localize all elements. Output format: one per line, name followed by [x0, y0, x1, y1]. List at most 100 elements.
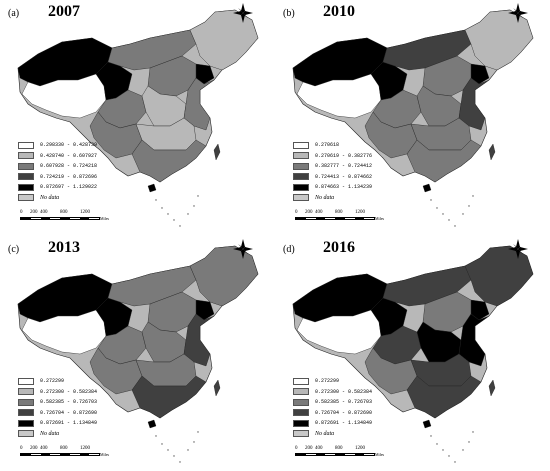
legend-item: 0.582385 - 0.726703 — [293, 397, 372, 408]
island-taiwan — [213, 143, 221, 161]
scale-tick-label: 400 — [40, 210, 48, 215]
legend-swatch — [18, 398, 34, 406]
north-arrow-icon — [233, 239, 253, 259]
legend-swatch — [18, 409, 34, 417]
map-panel-2007: (a) 2007 0.298330 - 0.428739 0.428740 - 0… — [0, 0, 275, 235]
island-hainan — [422, 183, 432, 193]
legend-swatch — [293, 183, 309, 191]
scale-tick-label: 0 — [295, 446, 298, 451]
scale-tick-label: 800 — [335, 446, 343, 451]
island-taiwan — [488, 143, 496, 161]
legend-swatch — [293, 430, 309, 438]
legend-item: 0.582385 - 0.726703 — [18, 397, 97, 408]
scale-tick-label: 800 — [335, 210, 343, 215]
legend-swatch — [18, 183, 34, 191]
legend-item: No data — [18, 429, 97, 440]
scale-bar-graphic — [295, 453, 375, 456]
scale-unit: Miles — [375, 216, 385, 221]
south-sea-islands — [430, 195, 474, 227]
legend-item: 0.298330 - 0.428739 — [18, 140, 97, 151]
scale-bar-graphic — [20, 217, 100, 220]
panel-letter: (c) — [8, 244, 20, 255]
legend-label: 0.726704 - 0.872690 — [315, 409, 373, 416]
legend-label: 0.272300 - 0.582384 — [315, 388, 373, 395]
south-sea-islands — [430, 431, 474, 463]
scale-tick-label: 1200 — [355, 210, 365, 215]
scale-tick-label: 400 — [40, 446, 48, 451]
legend-label: 0.874663 - 1.134239 — [315, 184, 373, 191]
scale-tick-label: 200 — [305, 446, 313, 451]
legend-swatch — [18, 141, 34, 149]
map-legend: 0.298330 - 0.428739 0.428740 - 0.607927 0.… — [18, 140, 97, 203]
legend-item: No data — [293, 193, 372, 204]
map-panel-2016: (d) 2016 0.272299 0.272300 - 0.582384 0.58… — [275, 236, 550, 471]
legend-item: 0.724219 - 0.872696 — [18, 172, 97, 183]
legend-swatch — [293, 141, 309, 149]
legend-label: No data — [315, 194, 335, 201]
south-sea-islands — [155, 431, 199, 463]
legend-swatch — [18, 419, 34, 427]
legend-item: 0.726704 - 0.872690 — [293, 408, 372, 419]
legend-swatch — [18, 430, 34, 438]
region-tibet — [21, 73, 107, 119]
china-province-map — [17, 3, 259, 227]
legend-item: No data — [293, 429, 372, 440]
legend-label: 0.270618 — [315, 142, 340, 149]
legend-swatch — [293, 162, 309, 170]
north-arrow-icon — [233, 3, 253, 23]
scale-unit: Miles — [100, 452, 110, 457]
scale-tick-label: 200 — [305, 210, 313, 215]
region-south-coast — [131, 375, 207, 419]
legend-label: No data — [40, 194, 60, 201]
legend-label: 0.270619 - 0.382776 — [315, 152, 373, 159]
legend-swatch — [293, 398, 309, 406]
scale-tick-label: 800 — [60, 210, 68, 215]
region-east-coast — [183, 77, 215, 131]
legend-label: 0.272300 - 0.582384 — [40, 388, 98, 395]
legend-item: 0.272300 - 0.582384 — [293, 387, 372, 398]
legend-label: 0.582385 - 0.726703 — [40, 399, 98, 406]
china-province-map — [17, 239, 259, 463]
region-northeast — [464, 9, 534, 71]
legend-label: 0.607928 - 0.724218 — [40, 163, 98, 170]
region-south-coast — [406, 375, 482, 419]
legend-label: 0.428740 - 0.607927 — [40, 152, 98, 159]
panel-letter: (d) — [283, 244, 295, 255]
legend-item: 0.270618 — [293, 140, 372, 151]
map-panel-2013: (c) 2013 0.272299 0.272300 - 0.582384 0.58… — [0, 236, 275, 471]
legend-swatch — [293, 419, 309, 427]
legend-swatch — [18, 388, 34, 396]
region-east-coast — [458, 313, 490, 367]
region-east-coast — [458, 77, 490, 131]
panel-year-title: 2013 — [48, 239, 80, 256]
legend-swatch — [18, 173, 34, 181]
legend-swatch — [293, 152, 309, 160]
scale-tick-label: 0 — [295, 210, 298, 215]
legend-label: 0.382777 - 0.724412 — [315, 163, 373, 170]
region-tibet — [21, 309, 107, 355]
legend-swatch — [293, 377, 309, 385]
legend-swatch — [293, 409, 309, 417]
island-hainan — [147, 419, 157, 429]
scale-bar: 0 200 400 800 1200 Miles — [295, 446, 385, 466]
legend-swatch — [18, 377, 34, 385]
legend-swatch — [18, 152, 34, 160]
scale-unit: Miles — [100, 216, 110, 221]
map-panel-2010: (b) 2010 0.270618 0.270619 - 0.382776 0.38… — [275, 0, 550, 235]
legend-label: 0.872697 - 1.129022 — [40, 184, 98, 191]
scale-bar: 0 200 400 800 1200 Miles — [20, 446, 110, 466]
legend-label: 0.272299 — [315, 378, 340, 385]
region-south-coast — [131, 139, 207, 183]
legend-label: 0.724413 - 0.874662 — [315, 173, 373, 180]
region-tibet — [296, 73, 382, 119]
north-arrow-icon — [508, 3, 528, 23]
legend-label: 0.726704 - 0.872690 — [40, 409, 98, 416]
legend-item: 0.272299 — [18, 376, 97, 387]
legend-swatch — [18, 194, 34, 202]
legend-item: 0.872697 - 1.129022 — [18, 182, 97, 193]
panel-letter: (b) — [283, 8, 295, 19]
island-taiwan — [213, 379, 221, 397]
legend-item: 0.607928 - 0.724218 — [18, 161, 97, 172]
region-east-coast — [183, 313, 215, 367]
legend-label: 0.872691 - 1.134849 — [40, 420, 98, 427]
